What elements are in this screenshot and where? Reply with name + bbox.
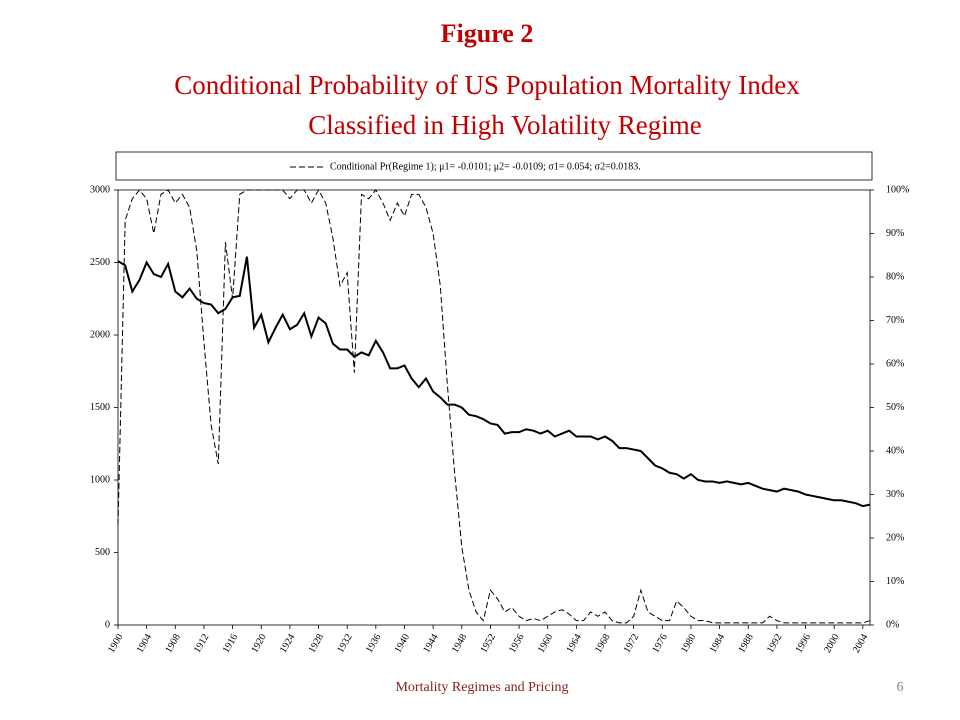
x-tick-label: 2004	[851, 632, 871, 655]
x-tick-label: 1940	[393, 632, 413, 655]
subtitle: Classified in High Volatility Regime	[308, 110, 702, 140]
x-tick-label: 1984	[708, 632, 728, 655]
series-line	[117, 188, 871, 624]
page-number: 6	[897, 680, 904, 695]
x-tick-label: 1996	[794, 632, 814, 655]
y2-tick-label: 80%	[886, 271, 904, 282]
y-tick-label: 0	[105, 619, 110, 630]
footer: Mortality Regimes and Pricing	[395, 680, 568, 695]
y2-tick-label: 0%	[886, 619, 899, 630]
x-tick-label: 1912	[192, 632, 212, 655]
x-tick-label: 1972	[622, 632, 642, 655]
x-tick-label: 1980	[679, 632, 699, 655]
y-tick-label: 500	[95, 547, 110, 558]
y2-tick-label: 60%	[886, 358, 904, 369]
x-tick-label: 1932	[335, 632, 355, 655]
y-tick-label: 3000	[90, 184, 110, 195]
y2-tick-label: 40%	[886, 445, 904, 456]
series-line	[117, 256, 871, 508]
x-tick-label: 1916	[221, 632, 241, 655]
y-tick-label: 2000	[90, 329, 110, 340]
x-tick-label: 1920	[249, 632, 269, 655]
x-tick-label: 1992	[765, 632, 785, 655]
legend-box	[115, 151, 873, 181]
x-tick-label: 1924	[278, 632, 298, 655]
y2-tick-label: 50%	[886, 402, 904, 413]
y-tick-label: 1000	[90, 474, 110, 485]
x-tick-label: 1936	[364, 632, 384, 655]
y2-tick-label: 70%	[886, 315, 904, 326]
x-tick-label: 1988	[736, 632, 756, 655]
x-tick-label: 1952	[478, 632, 498, 655]
plot-frame	[117, 189, 871, 626]
y2-tick-label: 30%	[886, 489, 904, 500]
y2-tick-label: 10%	[886, 576, 904, 587]
x-tick-label: 1904	[135, 632, 155, 655]
x-tick-label: 2000	[822, 632, 842, 655]
x-tick-label: 1948	[450, 632, 470, 655]
x-tick-label: 1900	[106, 632, 126, 655]
y2-tick-label: 90%	[886, 228, 904, 239]
x-tick-label: 1944	[421, 632, 441, 655]
x-tick-label: 1964	[564, 632, 584, 655]
chart-title: Figure 2	[441, 19, 534, 48]
y-tick-label: 1500	[90, 402, 110, 413]
x-tick-label: 1956	[507, 632, 527, 655]
y2-tick-label: 100%	[886, 184, 909, 195]
y-tick-label: 2500	[90, 257, 110, 268]
x-tick-label: 1968	[593, 632, 613, 655]
x-tick-label: 1976	[650, 632, 670, 655]
x-tick-label: 1928	[307, 632, 327, 655]
x-tick-label: 1960	[536, 632, 556, 655]
y2-tick-label: 20%	[886, 532, 904, 543]
x-tick-label: 1908	[163, 632, 183, 655]
subtitle: Conditional Probability of US Population…	[174, 70, 800, 100]
legend-label: Conditional Pr(Regime 1); μ1= -0.0101; μ…	[330, 161, 641, 172]
